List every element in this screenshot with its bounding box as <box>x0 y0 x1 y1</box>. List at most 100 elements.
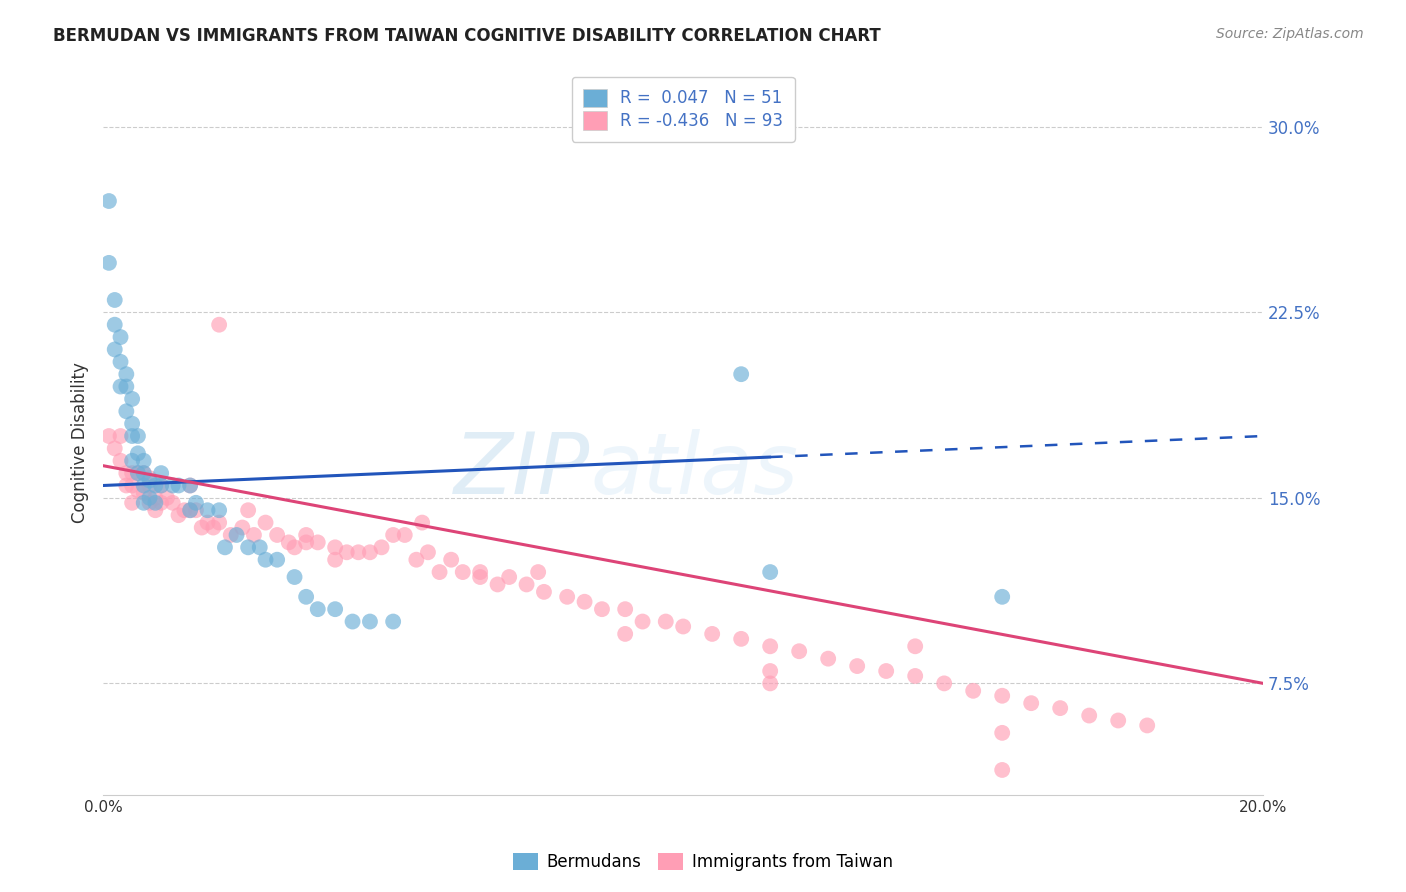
Point <box>104 293 127 307</box>
Point <box>266 552 288 566</box>
Point <box>991 763 1014 777</box>
Point <box>254 516 277 530</box>
Point <box>121 478 143 492</box>
Point <box>179 503 201 517</box>
Point <box>127 429 149 443</box>
Point <box>533 585 555 599</box>
Point <box>382 528 405 542</box>
Point <box>179 478 201 492</box>
Text: ZIP: ZIP <box>454 429 591 512</box>
Point <box>236 503 259 517</box>
Point <box>110 355 132 369</box>
Point <box>208 503 231 517</box>
Point <box>614 602 637 616</box>
Point <box>150 496 173 510</box>
Point <box>702 627 724 641</box>
Point <box>336 545 359 559</box>
Point <box>97 256 120 270</box>
Point <box>277 535 299 549</box>
Point <box>991 689 1014 703</box>
Point <box>138 471 160 485</box>
Point <box>730 632 752 646</box>
Point <box>162 478 184 492</box>
Point <box>1107 714 1129 728</box>
Point <box>115 466 138 480</box>
Point <box>143 478 166 492</box>
Legend: R =  0.047   N = 51, R = -0.436   N = 93: R = 0.047 N = 51, R = -0.436 N = 93 <box>572 77 794 142</box>
Point <box>283 541 305 555</box>
Point <box>904 669 927 683</box>
Point <box>655 615 678 629</box>
Point <box>132 466 155 480</box>
Point <box>173 503 195 517</box>
Point <box>121 496 143 510</box>
Point <box>236 541 259 555</box>
Point <box>143 491 166 505</box>
Point <box>759 676 782 690</box>
Point <box>202 520 225 534</box>
Point <box>631 615 654 629</box>
Point <box>214 541 236 555</box>
Point <box>411 516 433 530</box>
Point <box>121 392 143 406</box>
Point <box>156 491 179 505</box>
Point <box>904 640 927 654</box>
Point <box>110 429 132 443</box>
Point <box>516 577 538 591</box>
Point <box>370 541 392 555</box>
Point <box>115 478 138 492</box>
Y-axis label: Cognitive Disability: Cognitive Disability <box>72 362 89 523</box>
Text: atlas: atlas <box>591 429 799 512</box>
Point <box>219 528 242 542</box>
Point <box>323 552 346 566</box>
Point <box>875 664 897 678</box>
Point <box>115 404 138 418</box>
Point <box>121 454 143 468</box>
Point <box>394 528 416 542</box>
Point <box>121 429 143 443</box>
Point <box>121 417 143 431</box>
Point <box>167 508 190 523</box>
Text: Source: ZipAtlas.com: Source: ZipAtlas.com <box>1216 27 1364 41</box>
Point <box>132 486 155 500</box>
Point <box>759 640 782 654</box>
Point <box>266 528 288 542</box>
Point <box>143 496 166 510</box>
Point <box>179 478 201 492</box>
Point <box>470 565 492 579</box>
Point <box>179 503 201 517</box>
Point <box>405 552 427 566</box>
Point <box>991 726 1014 740</box>
Point <box>104 318 127 332</box>
Point <box>451 565 474 579</box>
Point <box>382 615 405 629</box>
Text: BERMUDAN VS IMMIGRANTS FROM TAIWAN COGNITIVE DISABILITY CORRELATION CHART: BERMUDAN VS IMMIGRANTS FROM TAIWAN COGNI… <box>53 27 882 45</box>
Point <box>846 659 869 673</box>
Point <box>243 528 266 542</box>
Point <box>759 664 782 678</box>
Point <box>359 545 381 559</box>
Point <box>1078 708 1101 723</box>
Point <box>342 615 364 629</box>
Point <box>323 602 346 616</box>
Point <box>190 520 212 534</box>
Point <box>429 565 451 579</box>
Point <box>121 466 143 480</box>
Point <box>208 318 231 332</box>
Point <box>1049 701 1071 715</box>
Point <box>295 535 318 549</box>
Point <box>307 602 329 616</box>
Point <box>104 343 127 357</box>
Point <box>934 676 956 690</box>
Legend: Bermudans, Immigrants from Taiwan: Bermudans, Immigrants from Taiwan <box>505 845 901 880</box>
Point <box>307 535 329 549</box>
Point <box>127 446 149 460</box>
Point <box>283 570 305 584</box>
Point <box>110 379 132 393</box>
Point <box>208 516 231 530</box>
Point <box>486 577 509 591</box>
Point <box>470 570 492 584</box>
Point <box>555 590 578 604</box>
Point <box>132 454 155 468</box>
Point <box>143 503 166 517</box>
